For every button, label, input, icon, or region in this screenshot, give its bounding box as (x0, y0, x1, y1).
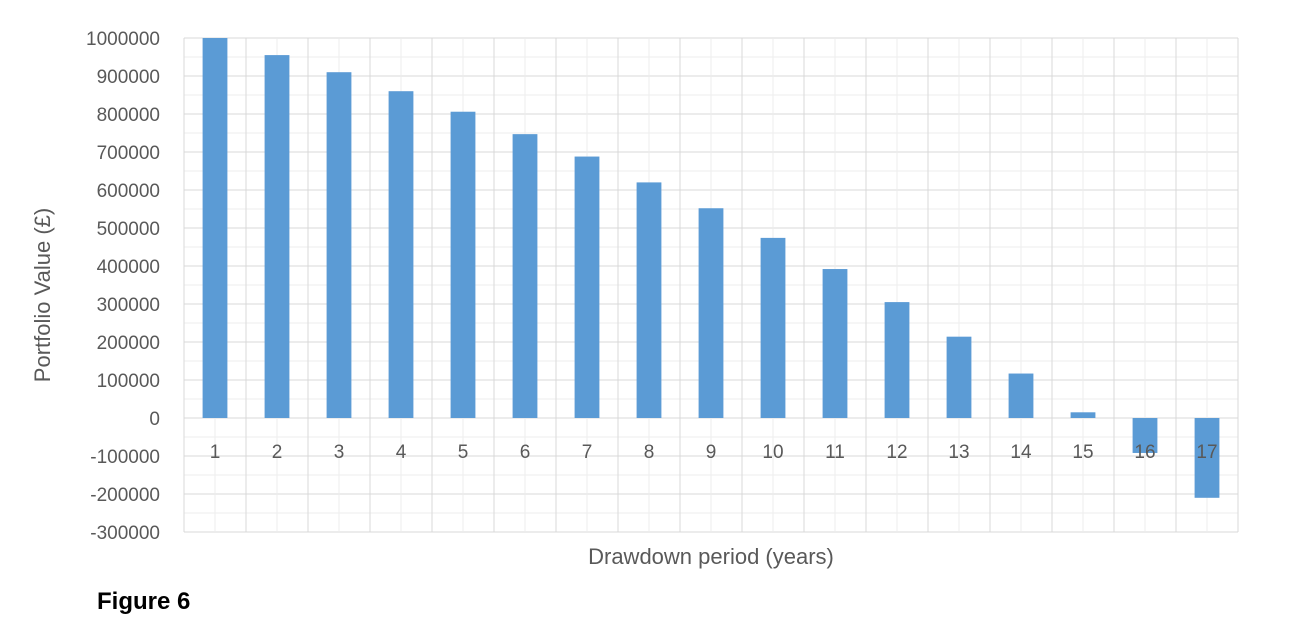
x-tick-label: 12 (886, 442, 907, 463)
y-tick-label: 100000 (97, 371, 160, 392)
y-tick-label: 500000 (97, 219, 160, 240)
y-tick-label: -200000 (90, 485, 160, 506)
bar (698, 208, 724, 418)
x-tick-label: 11 (825, 442, 845, 463)
bar (326, 72, 352, 418)
x-tick-label: 17 (1196, 442, 1217, 463)
x-tick-label: 15 (1072, 442, 1093, 463)
bar (512, 134, 538, 418)
y-tick-label: 900000 (97, 67, 160, 88)
y-tick-label: 400000 (97, 257, 160, 278)
bar (202, 38, 228, 418)
x-tick-label: 5 (458, 442, 469, 463)
y-tick-label: 300000 (97, 295, 160, 316)
bar (388, 91, 414, 418)
y-tick-label: -300000 (90, 523, 160, 544)
y-tick-label: 600000 (97, 181, 160, 202)
x-tick-label: 4 (396, 442, 407, 463)
bar (946, 336, 972, 418)
bar (636, 182, 662, 418)
y-tick-label: 1000000 (86, 29, 160, 50)
x-axis-title: Drawdown period (years) (588, 544, 834, 569)
y-axis-title: Portfolio Value (£) (30, 208, 55, 382)
x-tick-label: 2 (272, 442, 283, 463)
bar (264, 55, 290, 418)
bar (450, 111, 476, 418)
x-tick-label: 7 (582, 442, 593, 463)
x-tick-label: 9 (706, 442, 717, 463)
x-tick-label: 13 (948, 442, 969, 463)
x-tick-label: 10 (762, 442, 783, 463)
x-tick-label: 6 (520, 442, 531, 463)
y-tick-label: 800000 (97, 105, 160, 126)
y-tick-label: -100000 (90, 447, 160, 468)
x-tick-label: 3 (334, 442, 345, 463)
bar (1132, 418, 1158, 453)
y-tick-label: 200000 (97, 333, 160, 354)
figure-caption: Figure 6 (97, 588, 191, 615)
bar (1008, 373, 1034, 418)
bar (1194, 418, 1220, 498)
x-tick-label: 16 (1134, 442, 1155, 463)
bar (884, 302, 910, 418)
bar (1070, 412, 1096, 418)
x-tick-label: 8 (644, 442, 655, 463)
bar (574, 156, 600, 418)
y-tick-label: 700000 (97, 143, 160, 164)
bar (822, 269, 848, 418)
bar (760, 237, 786, 418)
y-tick-label: 0 (149, 409, 160, 430)
x-tick-label: 14 (1010, 442, 1032, 463)
x-tick-label: 1 (210, 442, 221, 463)
